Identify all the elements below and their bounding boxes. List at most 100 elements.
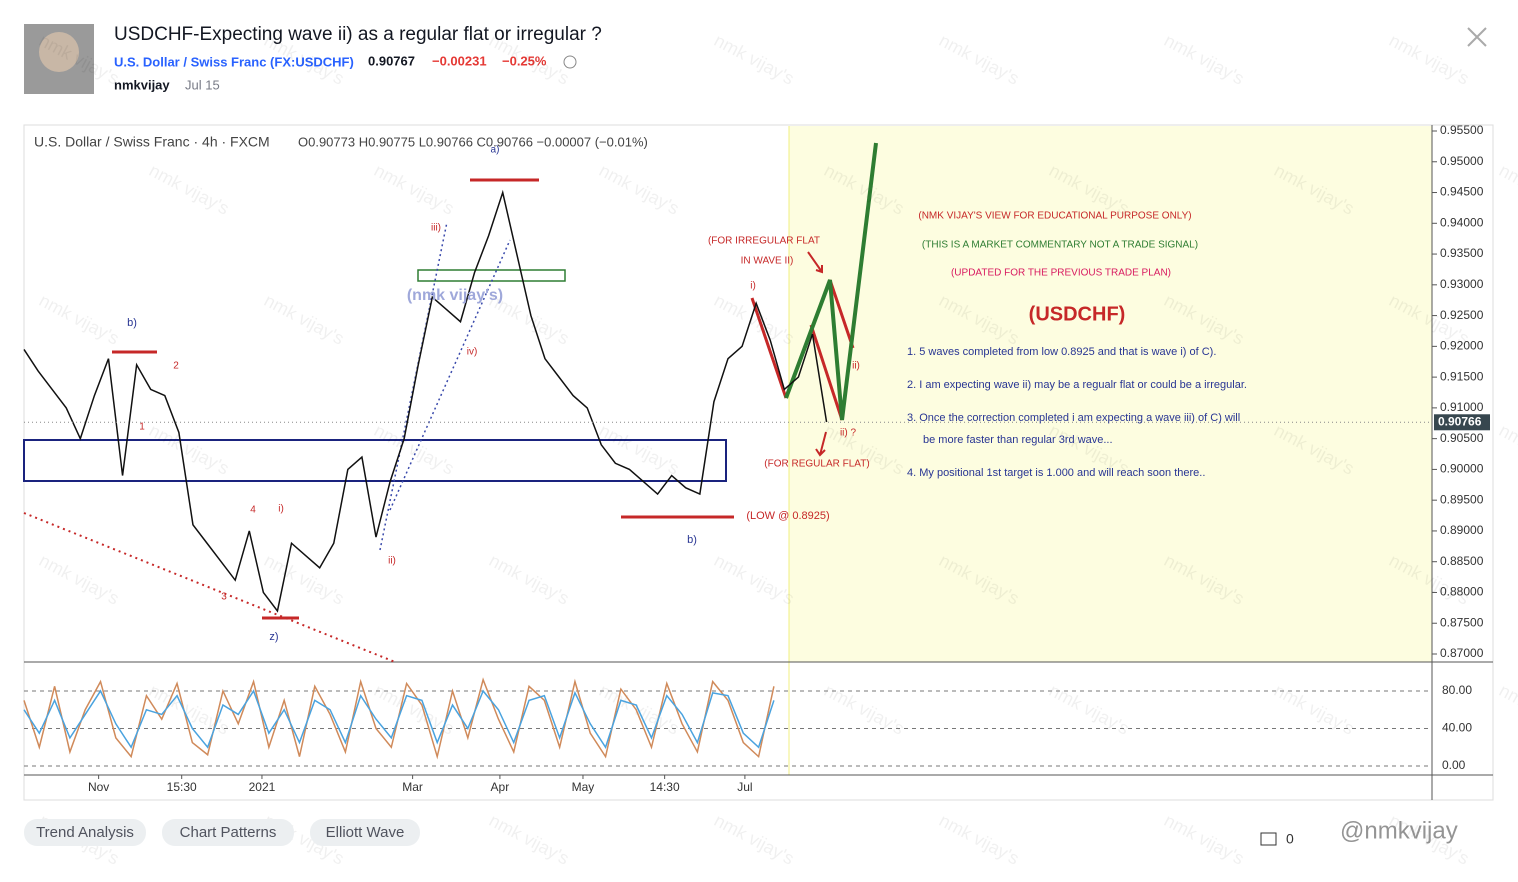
alert-icon[interactable] bbox=[563, 55, 577, 69]
annotation: 2. I am expecting wave ii) may be a regu… bbox=[907, 379, 1247, 391]
annotation: 4 bbox=[250, 505, 256, 516]
comment-icon bbox=[1260, 832, 1277, 846]
y-tick-label: 0.89500 bbox=[1440, 492, 1484, 506]
symbol[interactable]: U.S. Dollar / Swiss Franc (FX:USDCHF) bbox=[114, 54, 354, 69]
osc-tick-label: 80.00 bbox=[1442, 683, 1472, 697]
annotation: iv) bbox=[467, 347, 478, 358]
watermark: nmk vijay's bbox=[936, 810, 1023, 869]
y-tick-label: 0.95500 bbox=[1440, 123, 1484, 137]
tag-label: Chart Patterns bbox=[180, 824, 277, 841]
annotation: (USDCHF) bbox=[1029, 303, 1126, 325]
annotation: IN WAVE II) bbox=[741, 256, 794, 267]
annotation: (FOR IRREGULAR FLAT bbox=[708, 236, 820, 247]
y-tick-label: 0.87500 bbox=[1440, 615, 1484, 629]
annotation: (nmk vijay's) bbox=[407, 287, 503, 304]
annotation: (FOR REGULAR FLAT) bbox=[764, 459, 869, 470]
highlight-zone bbox=[789, 126, 1432, 662]
y-tick-label: 0.92000 bbox=[1440, 339, 1484, 353]
signature: @nmkvijay bbox=[1340, 817, 1458, 844]
price: 0.90767 bbox=[368, 53, 415, 68]
watermark: nmk vijay's bbox=[711, 810, 798, 869]
watermark: nmk vijay's bbox=[1496, 680, 1518, 739]
x-tick-label: 15:30 bbox=[167, 780, 197, 794]
level-lines bbox=[112, 178, 734, 620]
comment-count: 0 bbox=[1286, 831, 1294, 847]
annotation: (THIS IS A MARKET COMMENTARY NOT A TRADE… bbox=[922, 240, 1198, 251]
annotation: 1 bbox=[139, 422, 145, 433]
chart-ohlc: O0.90773 H0.90775 L0.90766 C0.90766 −0.0… bbox=[298, 134, 648, 149]
annotation: ii) bbox=[852, 361, 860, 372]
y-tick-label: 0.88500 bbox=[1440, 554, 1484, 568]
y-tick-label: 0.92500 bbox=[1440, 308, 1484, 322]
annotation: 1. 5 waves completed from low 0.8925 and… bbox=[907, 346, 1216, 358]
watermark: nmk vijay's bbox=[711, 30, 798, 89]
tag[interactable] bbox=[24, 819, 146, 846]
price-line bbox=[23, 189, 828, 613]
x-tick-label: May bbox=[572, 780, 595, 794]
annotation: iii) bbox=[431, 223, 441, 234]
watermark: nmk vijay's bbox=[1496, 420, 1518, 479]
x-tick-label: Jul bbox=[737, 780, 752, 794]
annotation: a) bbox=[491, 145, 500, 156]
date: Jul 15 bbox=[185, 77, 220, 92]
annotation: 2 bbox=[173, 361, 179, 372]
tag[interactable] bbox=[162, 819, 294, 846]
y-tick-label: 0.95000 bbox=[1440, 154, 1484, 168]
y-tick-label: 0.89000 bbox=[1440, 523, 1484, 537]
author[interactable]: nmkvijay bbox=[114, 77, 170, 92]
annotation: (NMK VIJAY'S VIEW FOR EDUCATIONAL PURPOS… bbox=[918, 211, 1191, 222]
watermark: nmk vijay's bbox=[1161, 30, 1248, 89]
change: −0.00231 bbox=[432, 53, 487, 68]
annotation: i) bbox=[278, 504, 284, 515]
last-price-label: 0.90766 bbox=[1438, 414, 1482, 428]
y-tick-label: 0.94500 bbox=[1440, 185, 1484, 199]
y-tick-label: 0.91000 bbox=[1440, 400, 1484, 414]
tag-label: Elliott Wave bbox=[326, 824, 405, 841]
y-tick-label: 0.90000 bbox=[1440, 462, 1484, 476]
arrows bbox=[807, 251, 827, 457]
price-line bbox=[23, 689, 775, 749]
range-box bbox=[23, 439, 727, 482]
watermark: nmk vijay's bbox=[1496, 160, 1518, 219]
watermark: nmk vijay's bbox=[1386, 30, 1473, 89]
y-tick-label: 0.94000 bbox=[1440, 215, 1484, 229]
trend-line bbox=[23, 512, 396, 663]
annotation: b) bbox=[687, 534, 697, 546]
annotation: b) bbox=[127, 317, 137, 329]
last-price-box bbox=[1434, 414, 1490, 431]
annotation: 3 bbox=[221, 592, 227, 603]
annotation: 4. My positional 1st target is 1.000 and… bbox=[907, 467, 1205, 479]
correction-lines bbox=[750, 279, 855, 421]
y-tick-label: 0.93000 bbox=[1440, 277, 1484, 291]
watermark: nmk vijay's bbox=[936, 30, 1023, 89]
channel-lines bbox=[379, 221, 511, 551]
y-tick-label: 0.87000 bbox=[1440, 646, 1484, 660]
watermark: nmk vijay's bbox=[1161, 810, 1248, 869]
y-tick-label: 0.91500 bbox=[1440, 369, 1484, 383]
watermark: nmk vijay's bbox=[486, 810, 573, 869]
annotation: be more faster than regular 3rd wave... bbox=[923, 434, 1113, 446]
y-tick-label: 0.90500 bbox=[1440, 431, 1484, 445]
annotation: ii) ? bbox=[840, 428, 857, 439]
annotation: z) bbox=[269, 631, 278, 643]
tag[interactable] bbox=[310, 819, 420, 846]
x-tick-label: Nov bbox=[88, 780, 109, 794]
chart-legend: U.S. Dollar / Swiss Franc · 4h · FXCM bbox=[34, 134, 270, 150]
y-tick-label: 0.93500 bbox=[1440, 246, 1484, 260]
x-tick-label: Mar bbox=[402, 780, 423, 794]
osc-tick-label: 40.00 bbox=[1442, 721, 1472, 735]
x-tick-label: 14:30 bbox=[650, 780, 680, 794]
osc-tick-label: 0.00 bbox=[1442, 758, 1466, 772]
annotation: (LOW @ 0.8925) bbox=[746, 510, 829, 522]
drawings bbox=[23, 142, 878, 663]
idea-title: USDCHF-Expecting wave ii) as a regular f… bbox=[114, 24, 602, 45]
projection-path bbox=[784, 142, 878, 421]
x-tick-label: Apr bbox=[491, 780, 510, 794]
x-tick-label: 2021 bbox=[249, 780, 276, 794]
avatar-face bbox=[39, 32, 79, 72]
close-button[interactable] bbox=[1467, 27, 1487, 47]
annotation: (UPDATED FOR THE PREVIOUS TRADE PLAN) bbox=[951, 268, 1171, 279]
change-pct: −0.25% bbox=[502, 53, 547, 68]
